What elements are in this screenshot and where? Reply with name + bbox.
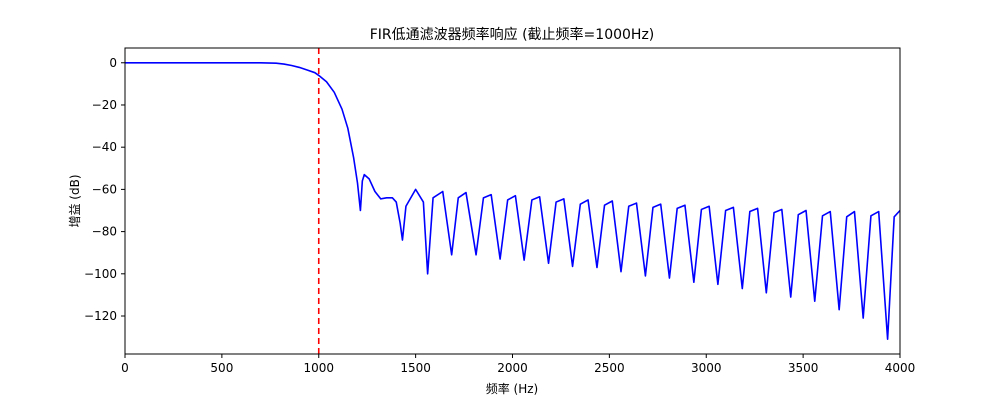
y-tick-label: −120 [84, 309, 117, 323]
x-tick-label: 1500 [400, 361, 431, 375]
y-axis-label: 增益 (dB) [68, 174, 82, 227]
x-tick-label: 4000 [885, 361, 916, 375]
y-tick-label: −40 [92, 140, 117, 154]
y-tick-label: −60 [92, 182, 117, 196]
x-tick-label: 2500 [594, 361, 625, 375]
x-tick-label: 500 [210, 361, 233, 375]
y-tick-label: −80 [92, 225, 117, 239]
plot-area [125, 48, 900, 354]
x-tick-label: 3500 [788, 361, 819, 375]
x-axis-label: 频率 (Hz) [486, 381, 539, 396]
chart-title: FIR低通滤波器频率响应 (截止频率=1000Hz) [370, 26, 655, 43]
axes: 0 500 1000 1500 2000 2500 3000 3500 4000 0 −20 −40 −… [84, 56, 915, 375]
y-tick-label: −20 [92, 98, 117, 112]
y-tick-label: 0 [109, 56, 117, 70]
x-tick-label: 0 [121, 361, 129, 375]
y-tick-label: −100 [84, 267, 117, 281]
x-tick-label: 3000 [691, 361, 722, 375]
series-line-0 [125, 61, 900, 341]
x-tick-label: 2000 [497, 361, 528, 375]
x-tick-label: 1000 [303, 361, 334, 375]
